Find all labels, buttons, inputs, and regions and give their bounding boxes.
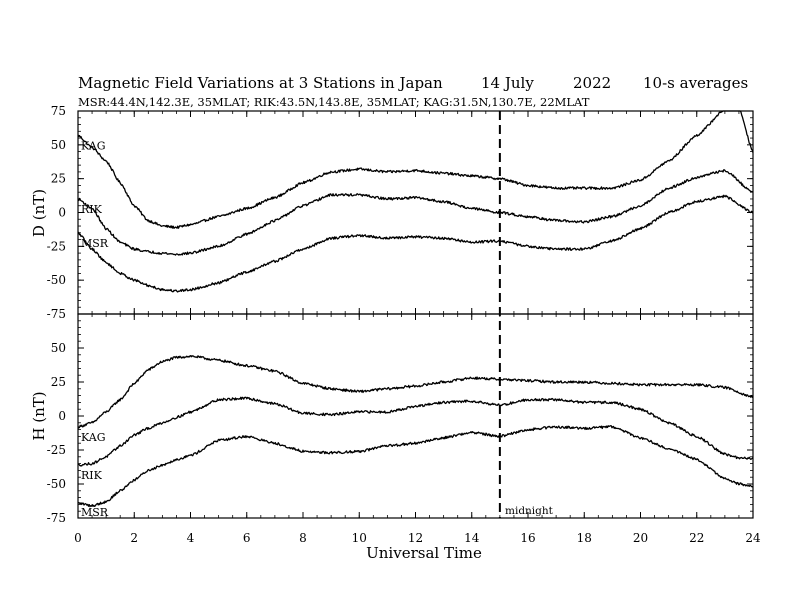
series-label-kag: KAG <box>81 139 106 152</box>
d-axis-label: D (nT) <box>30 189 48 237</box>
y-tick-label: -50 <box>47 477 66 491</box>
x-tick-label: 6 <box>243 531 251 545</box>
y-tick-label: 25 <box>51 375 66 389</box>
series-line-kag <box>77 110 754 229</box>
x-tick-label: 16 <box>520 531 535 545</box>
series-label-rik: RIK <box>81 203 103 216</box>
x-tick-label: 4 <box>187 531 195 545</box>
chart-averaging: 10-s averages <box>643 74 748 92</box>
series-line-rik <box>77 396 754 467</box>
series-label-msr: MSR <box>81 237 109 250</box>
y-tick-label: -25 <box>47 239 66 253</box>
chart-title: Magnetic Field Variations at 3 Stations … <box>78 74 443 92</box>
x-axis-label: Universal Time <box>366 544 482 562</box>
series-line-kag <box>77 354 754 429</box>
series-line-msr <box>77 194 754 293</box>
y-tick-label: -50 <box>47 273 66 287</box>
y-tick-label: -25 <box>47 443 66 457</box>
chart-year: 2022 <box>573 74 611 92</box>
x-tick-label: 12 <box>408 531 423 545</box>
series-line-rik <box>77 169 754 256</box>
x-tick-label: 14 <box>464 531 480 545</box>
x-tick-label: 0 <box>74 531 82 545</box>
y-tick-label: -75 <box>47 307 66 321</box>
midnight-label: midnight <box>505 505 554 517</box>
series-label-kag: KAG <box>81 431 106 444</box>
y-tick-label: 0 <box>58 409 66 423</box>
y-tick-label: 0 <box>58 206 66 220</box>
x-tick-label: 10 <box>352 531 367 545</box>
x-tick-label: 18 <box>577 531 592 545</box>
series-label-msr: MSR <box>81 506 109 519</box>
series-line-msr <box>77 425 754 508</box>
y-tick-label: 50 <box>51 341 66 355</box>
station-coordinates: MSR:44.4N,142.3E, 35MLAT; RIK:43.5N,143.… <box>78 95 590 109</box>
x-tick-label: 20 <box>633 531 648 545</box>
chart-date: 14 July <box>481 74 534 92</box>
y-tick-label: 50 <box>51 138 66 152</box>
h-axis-label: H (nT) <box>30 391 48 440</box>
axis-ticks: 0 2 4 6 8 10 12 14 16 18 20 22 247550250-25-50-75502… <box>47 104 761 545</box>
series-label-rik: RIK <box>81 469 103 482</box>
x-tick-label: 8 <box>299 531 307 545</box>
y-tick-label: 75 <box>51 104 66 118</box>
y-tick-label: 25 <box>51 172 66 186</box>
x-tick-label: 22 <box>689 531 704 545</box>
y-tick-label: -75 <box>47 511 66 525</box>
x-tick-label: 24 <box>745 531 761 545</box>
data-series: KAG RIK MSR KAG RIK MSR <box>77 110 754 519</box>
x-tick-label: 2 <box>130 531 138 545</box>
